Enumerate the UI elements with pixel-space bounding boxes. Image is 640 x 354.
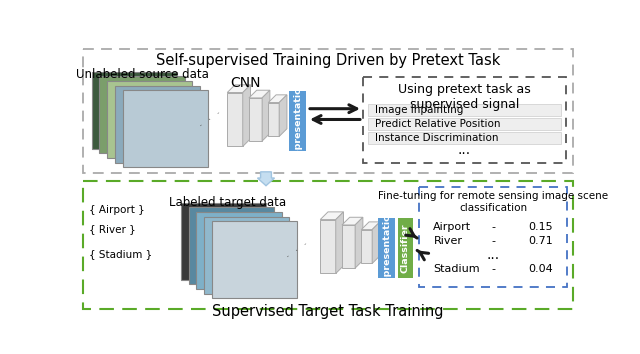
Polygon shape xyxy=(279,95,287,136)
Text: Representation: Representation xyxy=(382,207,391,289)
Polygon shape xyxy=(362,222,380,230)
Text: -: - xyxy=(491,222,495,232)
Text: Classifier: Classifier xyxy=(401,223,410,273)
Text: Self-supervised Training Driven by Pretext Task: Self-supervised Training Driven by Prete… xyxy=(156,53,500,68)
Polygon shape xyxy=(342,217,363,225)
Bar xyxy=(363,77,566,163)
Text: Unlabeled source data: Unlabeled source data xyxy=(76,68,209,81)
Text: River: River xyxy=(433,236,463,246)
Text: ·  ·  ·: · · · xyxy=(197,108,223,131)
FancyBboxPatch shape xyxy=(123,90,208,167)
FancyBboxPatch shape xyxy=(367,132,561,144)
FancyBboxPatch shape xyxy=(249,98,262,141)
Polygon shape xyxy=(243,85,250,147)
Text: Representation: Representation xyxy=(293,80,302,162)
FancyBboxPatch shape xyxy=(268,103,279,136)
Text: Airport: Airport xyxy=(433,222,472,232)
Polygon shape xyxy=(227,85,250,92)
FancyBboxPatch shape xyxy=(320,219,336,274)
Text: Image Inpainting: Image Inpainting xyxy=(375,105,463,115)
Text: ...: ... xyxy=(486,248,500,262)
FancyBboxPatch shape xyxy=(397,218,413,278)
FancyBboxPatch shape xyxy=(189,207,274,284)
Text: Stadium: Stadium xyxy=(433,264,480,274)
Polygon shape xyxy=(249,90,270,98)
Text: -: - xyxy=(491,264,495,274)
Bar xyxy=(419,187,566,287)
FancyArrow shape xyxy=(257,172,275,186)
FancyBboxPatch shape xyxy=(196,212,282,289)
Polygon shape xyxy=(268,95,287,103)
Text: Fine-tuning for remote sensing image scene
classification: Fine-tuning for remote sensing image sce… xyxy=(378,191,608,213)
Polygon shape xyxy=(320,212,344,219)
Text: 0.71: 0.71 xyxy=(528,236,553,246)
FancyBboxPatch shape xyxy=(367,104,561,116)
FancyBboxPatch shape xyxy=(362,230,372,263)
Polygon shape xyxy=(336,212,344,274)
FancyBboxPatch shape xyxy=(342,225,355,268)
FancyBboxPatch shape xyxy=(367,118,561,130)
Text: Using pretext task as
supervised signal: Using pretext task as supervised signal xyxy=(398,82,531,110)
FancyBboxPatch shape xyxy=(227,92,243,147)
Bar xyxy=(83,48,573,173)
Text: 0.15: 0.15 xyxy=(528,222,553,232)
Polygon shape xyxy=(372,222,380,263)
Text: 0.04: 0.04 xyxy=(528,264,553,274)
FancyBboxPatch shape xyxy=(99,76,184,153)
FancyBboxPatch shape xyxy=(180,202,266,280)
FancyBboxPatch shape xyxy=(115,86,200,162)
FancyBboxPatch shape xyxy=(92,72,177,149)
Text: -: - xyxy=(491,236,495,246)
Text: { Stadium }: { Stadium } xyxy=(90,249,152,259)
Polygon shape xyxy=(355,217,363,268)
FancyBboxPatch shape xyxy=(107,81,193,158)
Bar xyxy=(83,181,573,309)
FancyBboxPatch shape xyxy=(378,218,395,278)
Text: ·  ·  ·: · · · xyxy=(284,239,310,262)
Polygon shape xyxy=(262,90,270,141)
Text: Supervised Target Task Training: Supervised Target Task Training xyxy=(212,304,444,319)
FancyBboxPatch shape xyxy=(212,221,297,298)
Text: ...: ... xyxy=(458,143,471,157)
FancyBboxPatch shape xyxy=(204,217,289,293)
Text: CNN: CNN xyxy=(230,76,260,90)
Text: { River }: { River } xyxy=(90,224,136,235)
Text: Labeled target data: Labeled target data xyxy=(169,196,286,210)
Text: Predict Relative Position: Predict Relative Position xyxy=(375,119,500,129)
Text: Instance Discrimination: Instance Discrimination xyxy=(375,133,499,143)
Text: { Airport }: { Airport } xyxy=(90,205,145,215)
FancyBboxPatch shape xyxy=(289,91,305,151)
